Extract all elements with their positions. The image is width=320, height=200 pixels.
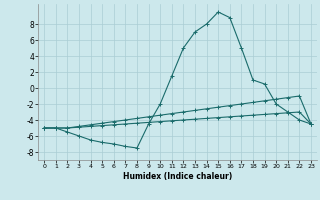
X-axis label: Humidex (Indice chaleur): Humidex (Indice chaleur) [123,172,232,181]
